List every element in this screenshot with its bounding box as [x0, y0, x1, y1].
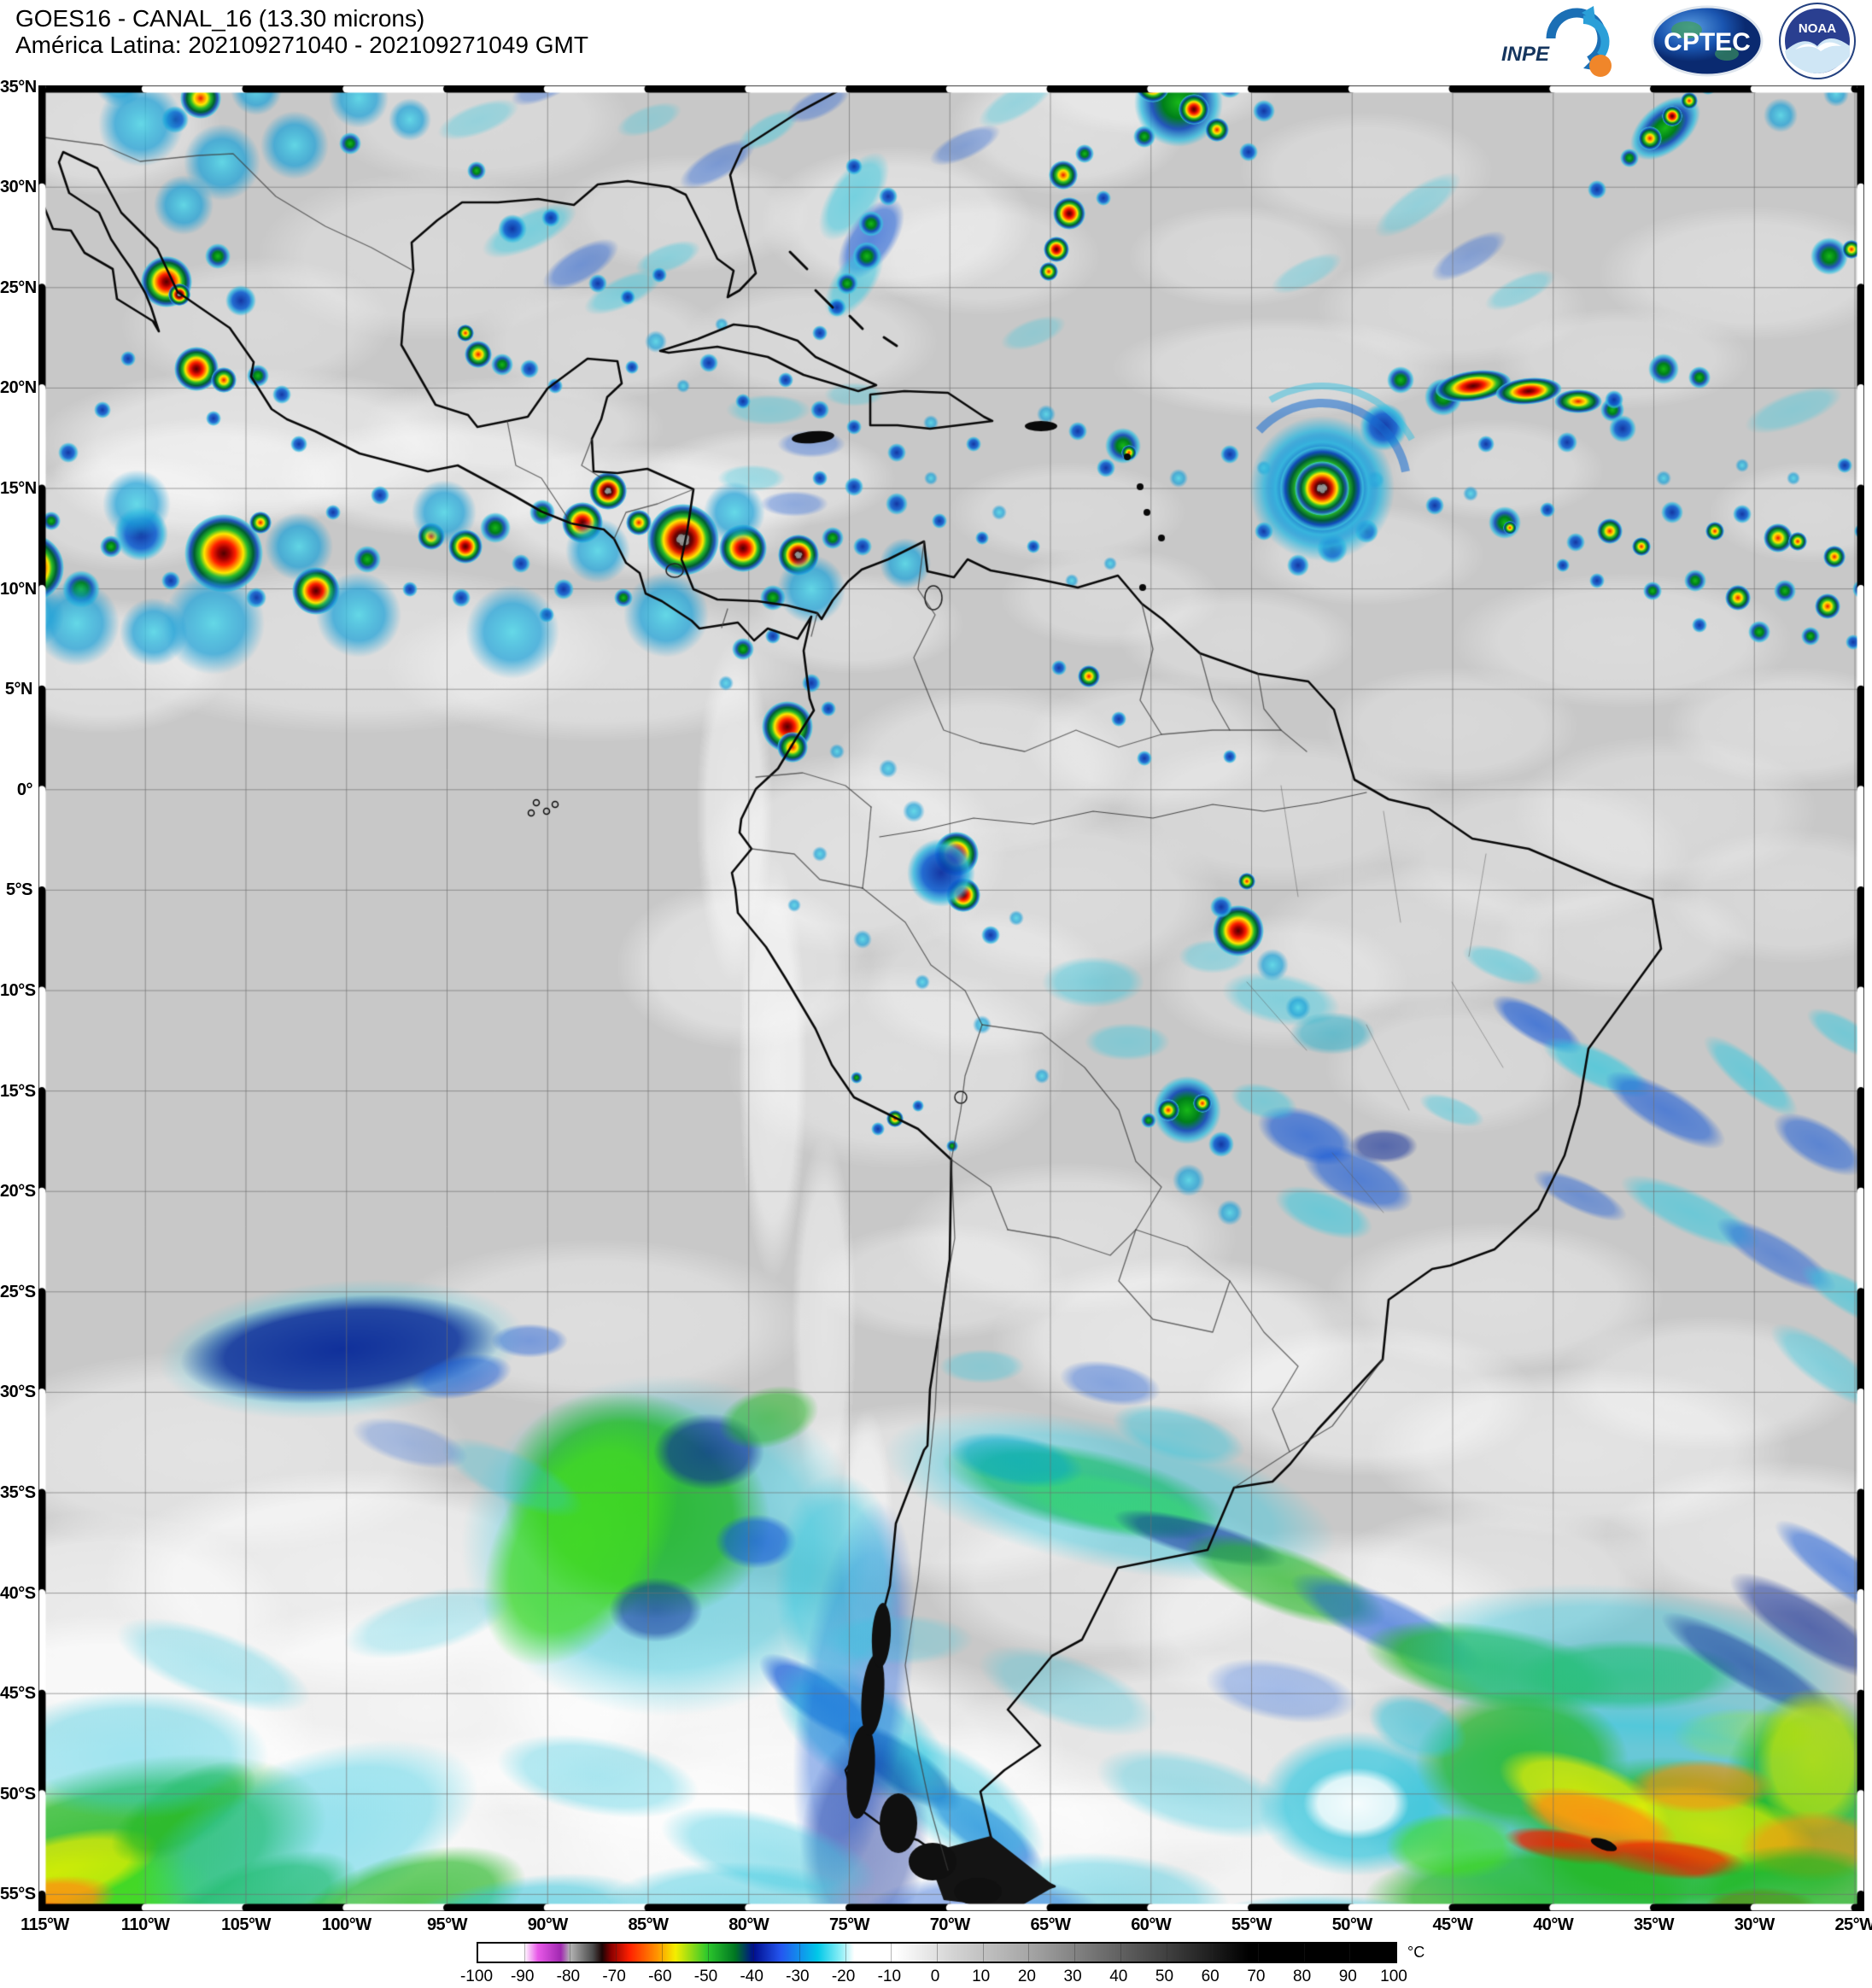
colorbar-tick [937, 1944, 938, 1962]
colorbar-tick-label: 50 [1155, 1968, 1174, 1985]
lat-label: 35°N [0, 77, 37, 96]
colorbar-tick-label: 0 [930, 1968, 940, 1985]
lat-label: 25°N [0, 278, 37, 297]
colorbar-tick-label: -50 [693, 1968, 718, 1985]
lat-label: 40°S [0, 1583, 36, 1603]
lon-label: 60°W [1131, 1915, 1172, 1934]
lat-label: 15°N [0, 479, 37, 498]
colorbar-tick [982, 1944, 984, 1962]
lat-label: 55°S [0, 1885, 36, 1904]
lon-label: 65°W [1030, 1915, 1071, 1934]
colorbar-tick-label: -100 [459, 1968, 494, 1985]
title-line2: América Latina: 202109271040 - 202109271… [15, 32, 588, 58]
lat-label: 35°S [0, 1483, 36, 1502]
colorbar-tick-label: 70 [1247, 1968, 1266, 1985]
cptec-logo-text: CPTEC [1664, 28, 1751, 56]
colorbar-tick [891, 1944, 892, 1962]
lon-label: 70°W [929, 1915, 971, 1934]
lon-label: 35°W [1633, 1915, 1675, 1934]
lon-label: 25°W [1834, 1915, 1872, 1934]
colorbar-tick-label: 10 [972, 1968, 991, 1985]
colorbar-tick-label: 40 [1109, 1968, 1128, 1985]
colorbar-tick [845, 1944, 846, 1962]
colorbar-tick-label: -30 [786, 1968, 810, 1985]
lon-label: 95°W [426, 1915, 468, 1934]
lon-label: 110°W [120, 1915, 170, 1934]
colorbar-tick-label: -70 [602, 1968, 626, 1985]
colorbar-tick [1074, 1944, 1076, 1962]
lon-label: 30°W [1734, 1915, 1775, 1934]
lon-label: 80°W [728, 1915, 769, 1934]
agency-logos: INPE CPTEC NOAA [1500, 2, 1857, 80]
temperature-colorbar [477, 1942, 1397, 1963]
lat-label: 5°S [6, 880, 32, 900]
colorbar-tick-label: -10 [877, 1968, 902, 1985]
colorbar-tick [753, 1944, 755, 1962]
lon-label: 55°W [1231, 1915, 1272, 1934]
colorbar-tick-label: 80 [1293, 1968, 1312, 1985]
inpe-logo-text: INPE [1501, 43, 1550, 66]
colorbar-tick [524, 1944, 525, 1962]
inpe-logo: INPE [1501, 6, 1612, 77]
colorbar-tick [1120, 1944, 1121, 1962]
lon-label: 90°W [527, 1915, 569, 1934]
colorbar-tick [1028, 1944, 1030, 1962]
colorbar-tick-label: 20 [1017, 1968, 1036, 1985]
colorbar-unit: °C [1407, 1944, 1425, 1961]
lon-label: 100°W [321, 1915, 371, 1934]
lat-label: 25°S [0, 1282, 36, 1301]
lon-label: 40°W [1533, 1915, 1574, 1934]
lat-label: 20°S [0, 1182, 36, 1202]
colorbar-tick [1257, 1944, 1259, 1962]
colorbar-tick [661, 1944, 663, 1962]
lat-label: 30°N [0, 178, 37, 197]
lat-label: 10°N [0, 579, 37, 599]
lat-label: 50°S [0, 1784, 36, 1804]
noaa-logo-text: NOAA [1799, 21, 1836, 36]
title-line1: GOES16 - CANAL_16 (13.30 microns) [15, 5, 425, 32]
colorbar-tick-label: 30 [1063, 1968, 1082, 1985]
lon-label: 85°W [628, 1915, 669, 1934]
colorbar-tick-label: -90 [510, 1968, 535, 1985]
lat-label: 0° [16, 780, 33, 799]
noaa-logo: NOAA [1779, 3, 1856, 79]
lat-label: 30°S [0, 1383, 36, 1402]
lon-label: 115°W [20, 1915, 69, 1934]
colorbar-tick-label: -80 [556, 1968, 581, 1985]
colorbar-tick-label: -20 [831, 1968, 856, 1985]
colorbar-tick-label: 90 [1338, 1968, 1357, 1985]
colorbar-tick [616, 1944, 617, 1962]
lon-label: 45°W [1432, 1915, 1473, 1934]
map-canvas [38, 85, 1864, 1911]
colorbar-tick-label: 100 [1380, 1968, 1407, 1985]
colorbar-tick [707, 1944, 709, 1962]
lat-label: 45°S [0, 1684, 36, 1704]
lat-label: 10°S [0, 981, 36, 1000]
colorbar-tick [799, 1944, 800, 1962]
lat-label: 5°N [4, 680, 33, 699]
colorbar-tick-label: -60 [648, 1968, 672, 1985]
colorbar-tick-label: 60 [1201, 1968, 1220, 1985]
lon-label: 105°W [221, 1915, 271, 1934]
lat-label: 20°N [0, 378, 37, 398]
lon-label: 75°W [828, 1915, 870, 1934]
cptec-logo: CPTEC [1651, 5, 1764, 77]
colorbar-tick [1303, 1944, 1305, 1962]
colorbar-tick [1212, 1944, 1214, 1962]
lon-label: 50°W [1331, 1915, 1373, 1934]
colorbar-tick [1349, 1944, 1351, 1962]
lat-label: 15°S [0, 1081, 36, 1101]
colorbar-tick-label: -40 [740, 1968, 763, 1985]
